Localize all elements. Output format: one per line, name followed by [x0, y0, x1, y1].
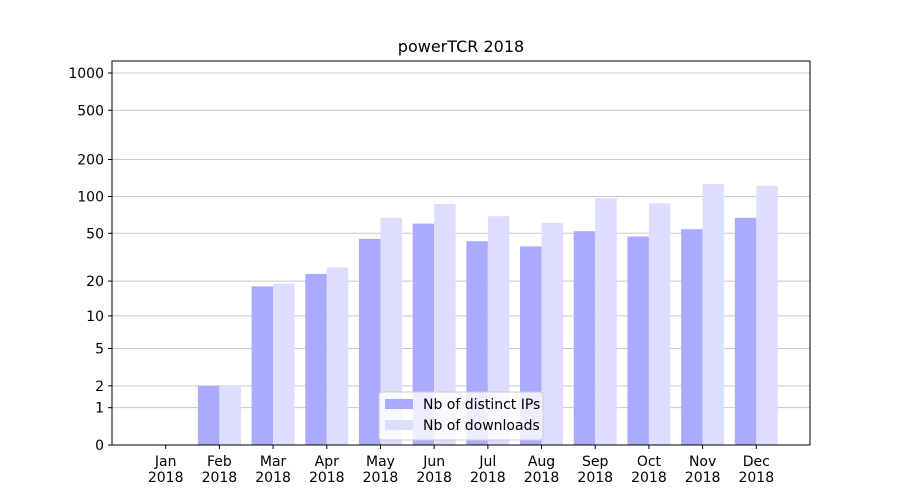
- x-tick-label: Dec 2018: [738, 454, 774, 486]
- bar: [595, 198, 617, 445]
- bar: [756, 185, 778, 445]
- y-tick-label: 50: [86, 226, 104, 242]
- bar: [734, 217, 757, 445]
- x-tick-label: Nov 2018: [685, 454, 721, 486]
- bar: [627, 236, 649, 445]
- bar: [380, 217, 402, 445]
- bar: [648, 203, 671, 445]
- y-tick-label: 2: [95, 379, 104, 395]
- y-tick-label: 5: [95, 342, 104, 358]
- x-tick-label: Mar 2018: [255, 454, 291, 486]
- x-tick-label: Jan 2018: [148, 454, 184, 486]
- y-tick-label: 0: [95, 438, 104, 454]
- y-tick-label: 1000: [68, 66, 104, 82]
- legend-box: [378, 391, 544, 441]
- y-tick-label: 20: [86, 274, 104, 290]
- bar: [305, 273, 327, 445]
- x-tick-label: Oct 2018: [631, 454, 667, 486]
- y-tick-label: 200: [77, 152, 104, 168]
- legend-swatch: [385, 399, 413, 409]
- legend: Nb of distinct IPs Nb of downloads: [378, 391, 544, 441]
- legend-label: Nb of distinct IPs: [423, 397, 540, 413]
- bar: [326, 267, 349, 445]
- bar: [219, 385, 241, 445]
- bar: [541, 222, 564, 445]
- bar: [273, 283, 295, 445]
- x-tick-label: May 2018: [363, 454, 399, 486]
- bar: [681, 229, 703, 445]
- y-tick-label: 500: [77, 103, 104, 119]
- axes-frame: [111, 60, 811, 446]
- legend-label: Nb of downloads: [423, 418, 540, 434]
- x-tick-label: Aug 2018: [524, 454, 560, 486]
- bar: [358, 238, 381, 445]
- bar: [251, 286, 274, 445]
- y-tick-label: 100: [77, 190, 104, 206]
- x-tick-label: Apr 2018: [309, 454, 345, 486]
- bar: [487, 216, 510, 445]
- bar: [573, 231, 596, 445]
- y-tick-label: 1: [95, 401, 104, 417]
- x-tick-label: Feb 2018: [202, 454, 238, 486]
- legend-swatch: [385, 420, 413, 430]
- bar: [702, 184, 725, 445]
- x-tick-label: Jun 2018: [416, 454, 452, 486]
- bar: [197, 385, 220, 445]
- bar: [434, 203, 456, 445]
- chart-title: powerTCR 2018: [398, 37, 524, 56]
- y-tick-label: 10: [86, 309, 104, 325]
- x-tick-label: Jul 2018: [470, 454, 506, 486]
- bar: [412, 223, 435, 445]
- x-tick-label: Sep 2018: [577, 454, 613, 486]
